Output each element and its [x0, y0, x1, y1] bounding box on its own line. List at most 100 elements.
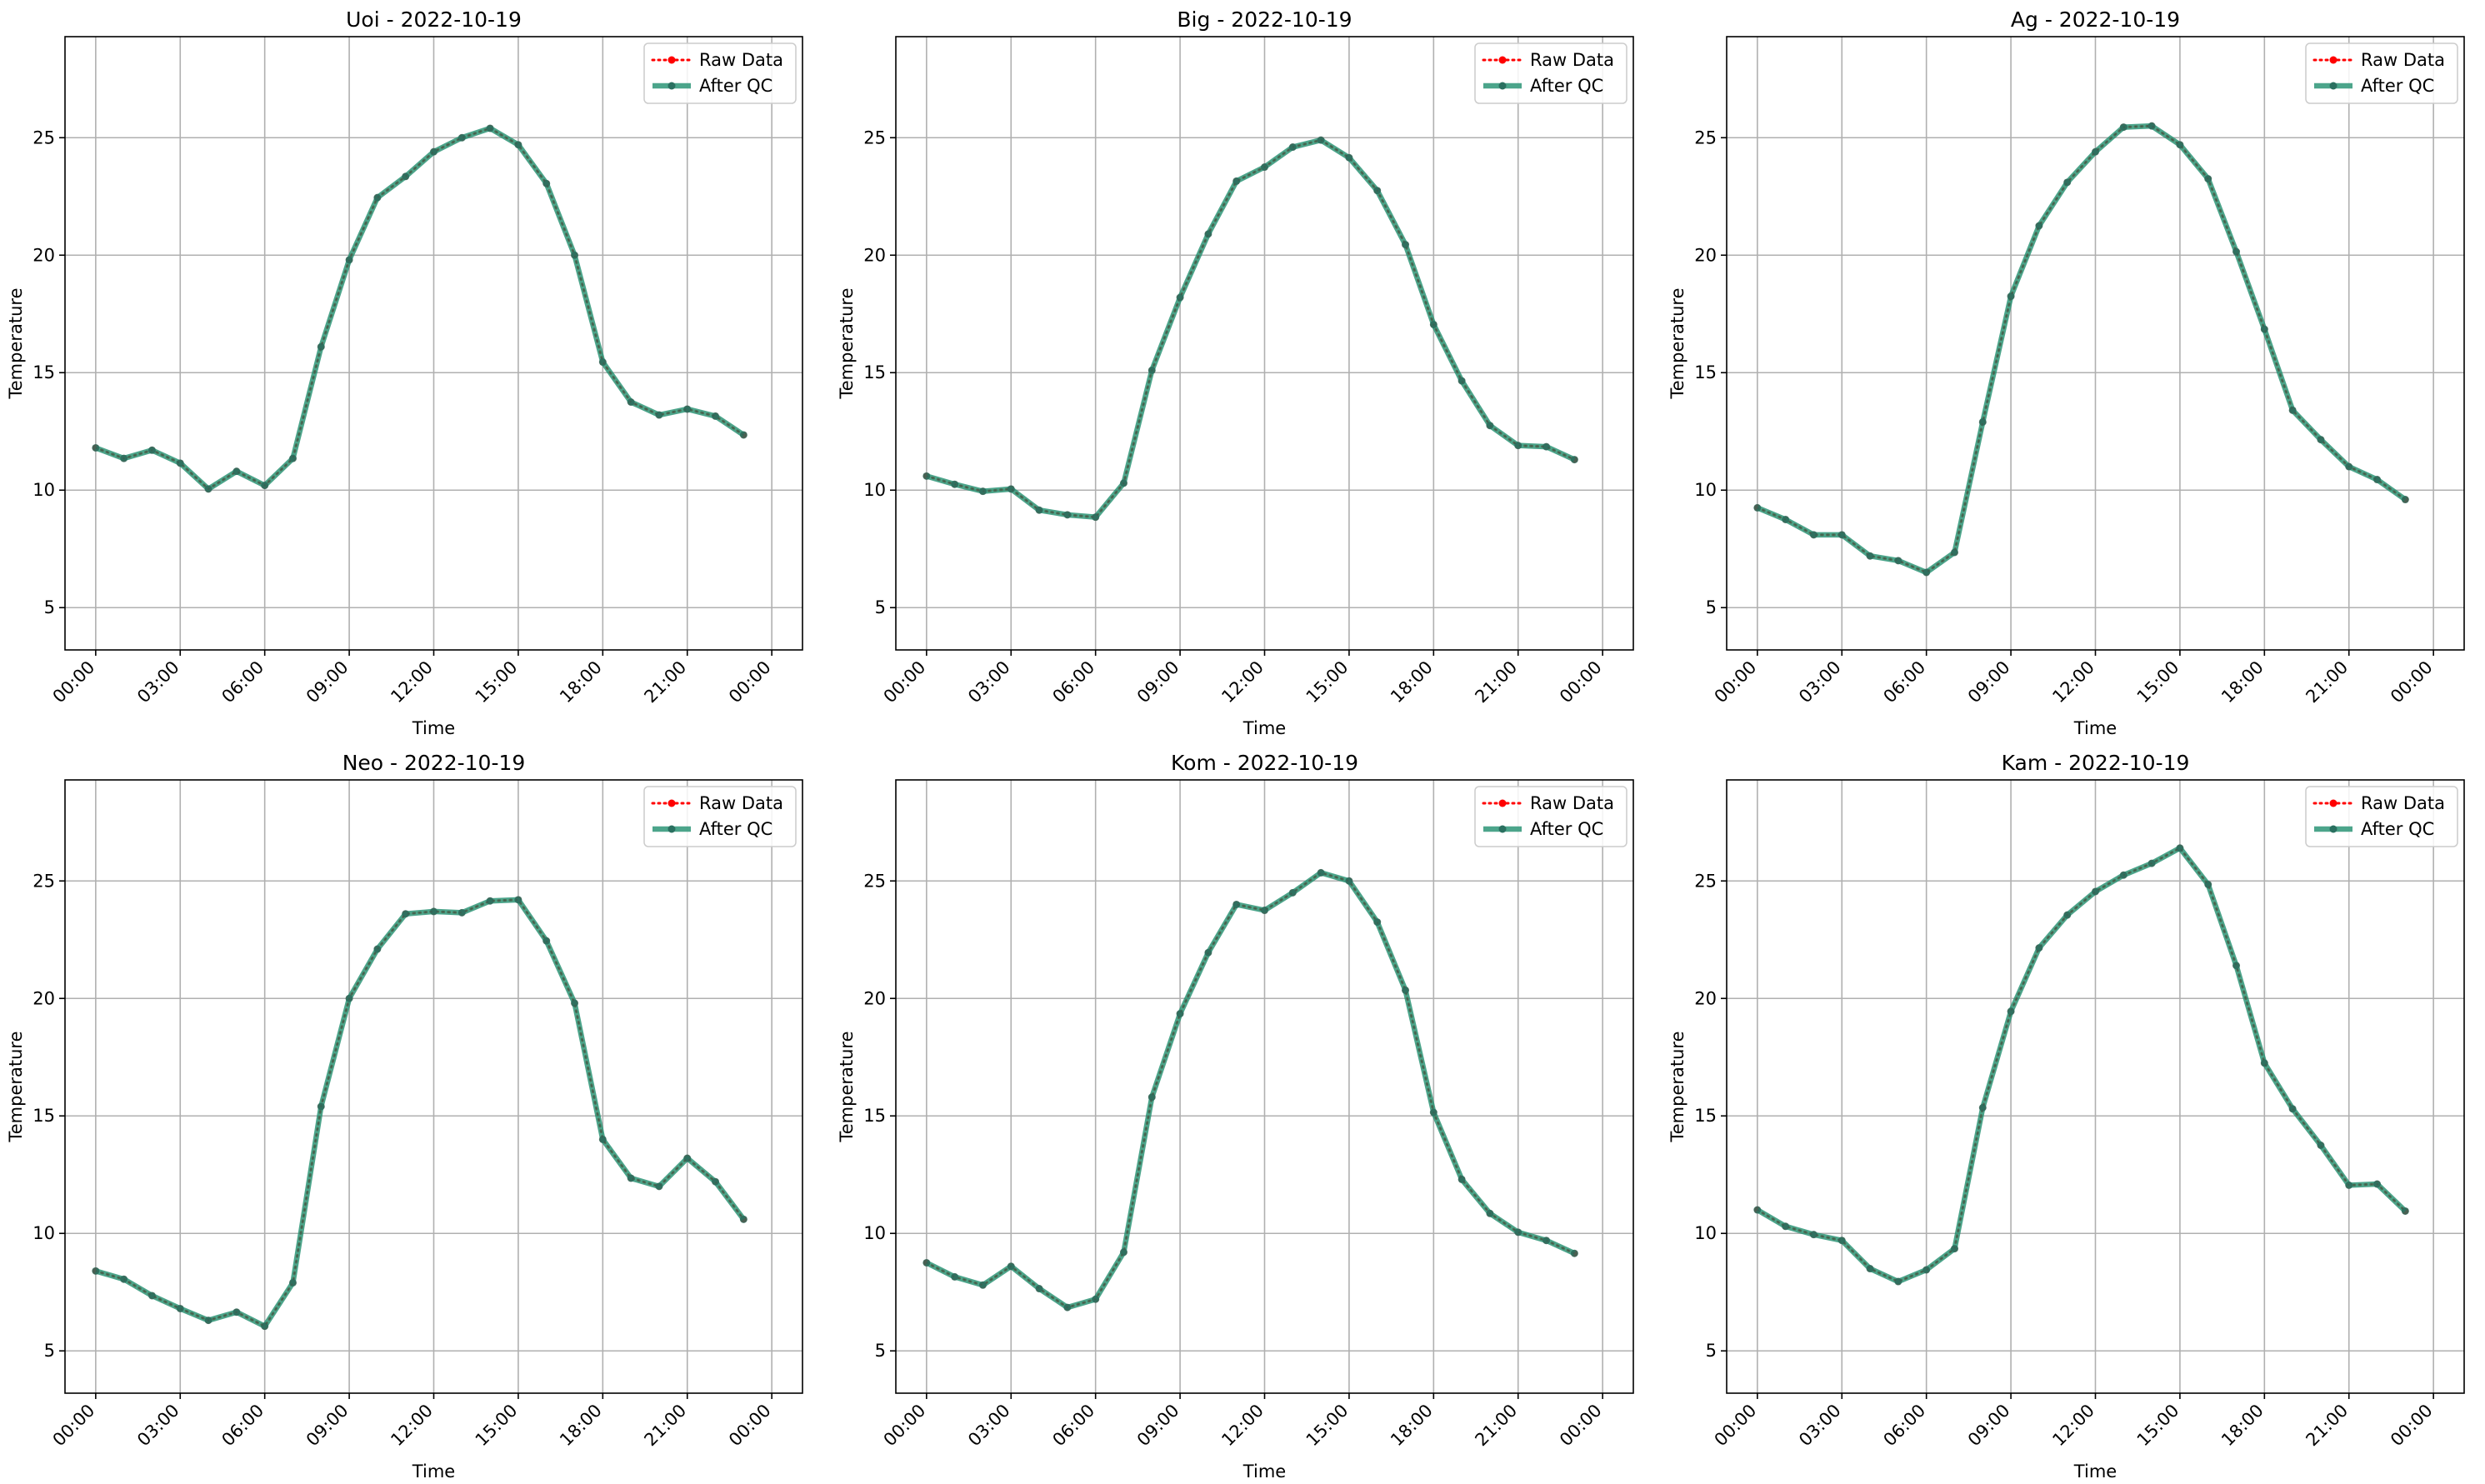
after-qc-point — [2260, 1059, 2268, 1067]
chart-title: Uoi - 2022-10-19 — [346, 7, 522, 32]
legend: Raw Data After QC — [2305, 42, 2458, 104]
axes-frame — [895, 779, 1634, 1394]
chart-title: Ag - 2022-10-19 — [2011, 7, 2180, 32]
after-qc-point — [571, 251, 579, 259]
legend-raw-marker — [1498, 799, 1507, 807]
raw-data-overlay — [1757, 125, 2406, 574]
y-tick-label: 5 — [875, 1341, 886, 1361]
y-tick-label: 25 — [863, 871, 886, 891]
after-qc-point — [951, 1272, 959, 1281]
y-axis-label: Temperature — [837, 287, 857, 399]
after-qc-point — [1922, 568, 1931, 577]
x-tick-label: 12:00 — [1218, 657, 1268, 707]
raw-data-line — [925, 138, 1576, 519]
axes-frame — [1726, 779, 2465, 1394]
x-axis-label: Time — [412, 1462, 455, 1482]
x-tick-label: 06:00 — [218, 657, 268, 707]
x-tick-label: 06:00 — [1879, 657, 1929, 707]
legend-raw-label: Raw Data — [2361, 50, 2445, 70]
y-tick-label: 5 — [875, 597, 886, 617]
after-qc-point — [978, 1281, 987, 1289]
after-qc-point — [627, 1174, 635, 1182]
after-qc-point — [1063, 511, 1072, 519]
x-tick-label: 18:00 — [1387, 1401, 1437, 1451]
legend-raw-label: Raw Data — [1530, 50, 1614, 70]
legend-qc-marker — [668, 825, 676, 833]
after-qc-point — [1148, 1093, 1156, 1102]
x-tick-label: 09:00 — [1133, 657, 1183, 707]
y-tick-label: 25 — [32, 127, 55, 147]
after-qc-point — [1978, 417, 1987, 426]
x-tick-label: 06:00 — [1048, 657, 1098, 707]
legend: Raw Data After QC — [1474, 42, 1628, 104]
x-tick-label: 00:00 — [1711, 1401, 1761, 1451]
subplot-5: 00:00 03:00 06:00 09:00 12:00 15:00 18:00 21:00… — [837, 751, 1634, 1482]
after-qc-point — [1978, 1103, 1987, 1112]
after-qc-point — [2288, 1105, 2297, 1113]
x-tick-label: 06:00 — [1879, 1401, 1929, 1451]
x-tick-label: 00:00 — [1556, 657, 1606, 707]
legend: Raw Data After QC — [643, 42, 797, 104]
subplot-1: 00:00 03:00 06:00 09:00 12:00 15:00 18:00 21:00… — [6, 7, 803, 738]
after-qc-point — [514, 896, 522, 904]
after-qc-point — [430, 147, 438, 156]
raw-data-overlay — [1757, 847, 2407, 1283]
after-qc-point — [373, 193, 382, 202]
legend: Raw Data After QC — [643, 786, 797, 847]
x-tick-label: 00:00 — [2387, 657, 2437, 707]
after-qc-point — [176, 459, 184, 467]
after-qc-point — [1570, 1249, 1578, 1257]
raw-data-line — [94, 127, 745, 491]
after-qc-point — [2148, 122, 2156, 130]
after-qc-point — [1950, 1245, 1958, 1253]
chart-title: Big - 2022-10-19 — [1177, 7, 1352, 32]
y-tick-label: 20 — [863, 988, 886, 1008]
after-qc-point — [2401, 1207, 2409, 1215]
after-qc-point — [458, 133, 466, 142]
after-qc-point — [1317, 868, 1325, 877]
y-tick-label: 15 — [32, 362, 55, 382]
after-qc-point — [2232, 962, 2241, 970]
raw-data-overlay — [95, 898, 745, 1327]
legend-raw-marker — [2329, 799, 2338, 807]
subplot-4: 00:00 03:00 06:00 09:00 12:00 15:00 18:00 21:00… — [6, 751, 803, 1482]
x-tick-label: 06:00 — [218, 1401, 268, 1451]
legend-raw-marker — [668, 799, 676, 807]
x-tick-label: 18:00 — [556, 1401, 606, 1451]
after-qc-point — [1809, 531, 1818, 539]
legend-raw-label: Raw Data — [699, 793, 783, 813]
y-tick-label: 10 — [863, 1223, 886, 1243]
y-tick-label: 15 — [863, 1106, 886, 1126]
y-axis-label: Temperature — [1668, 287, 1688, 399]
x-tick-label: 03:00 — [133, 657, 183, 707]
x-axis-label: Time — [2073, 1462, 2117, 1482]
legend-raw-marker — [2329, 56, 2338, 64]
x-tick-label: 21:00 — [2302, 1401, 2352, 1451]
y-tick-label: 20 — [32, 245, 55, 265]
after-qc-point — [1204, 230, 1212, 238]
raw-data-overlay — [95, 127, 744, 491]
raw-data-line — [1756, 124, 2407, 574]
after-qc-point — [2260, 325, 2268, 333]
y-tick-label: 25 — [32, 871, 55, 891]
chart-title: Kam - 2022-10-19 — [2002, 751, 2190, 775]
after-qc-point — [1261, 907, 1268, 915]
x-tick-label: 09:00 — [302, 657, 352, 707]
x-axis-label: Time — [2073, 718, 2117, 738]
after-qc-point — [486, 897, 494, 905]
x-tick-label: 00:00 — [2387, 1401, 2437, 1451]
x-tick-label: 09:00 — [1964, 657, 2014, 707]
after-qc-point — [1402, 241, 1410, 249]
after-qc-point — [2176, 844, 2184, 852]
after-qc-point — [1402, 986, 1410, 994]
legend-qc-marker — [1498, 825, 1507, 833]
after-qc-point — [288, 1278, 297, 1287]
y-tick-label: 10 — [1694, 1223, 1717, 1243]
y-tick-label: 25 — [1694, 871, 1717, 891]
after-qc-point — [2092, 887, 2099, 896]
x-tick-label: 00:00 — [1711, 657, 1761, 707]
x-tick-label: 15:00 — [472, 657, 522, 707]
x-tick-label: 21:00 — [641, 1401, 691, 1451]
after-qc-point — [1866, 1265, 1874, 1273]
y-tick-label: 10 — [863, 480, 886, 500]
